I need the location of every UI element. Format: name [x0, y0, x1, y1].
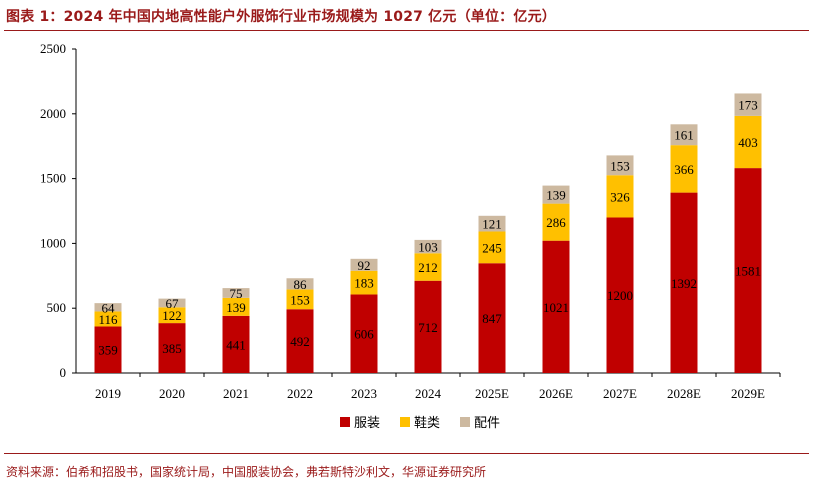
x-tick-label: 2019	[95, 386, 121, 401]
data-label: 86	[294, 277, 308, 292]
data-label: 847	[482, 311, 502, 326]
bar-segment-3	[94, 303, 122, 312]
data-label: 403	[738, 135, 758, 150]
legend-label-1: 服装	[354, 416, 380, 431]
y-tick-label: 500	[47, 300, 67, 315]
title-rule	[4, 30, 809, 31]
bar-segment-1	[542, 240, 570, 373]
source-rule	[4, 453, 809, 454]
bar-segment-3	[542, 185, 570, 204]
data-label: 173	[738, 98, 758, 113]
x-tick-label: 2020	[159, 386, 185, 401]
bar-segment-3	[734, 93, 762, 116]
data-label: 1392	[671, 276, 697, 291]
x-tick-label: 2022	[287, 386, 313, 401]
bar-segment-1	[350, 294, 378, 373]
data-label: 492	[290, 334, 310, 349]
x-tick-label: 2021	[223, 386, 249, 401]
bar-segment-2	[222, 297, 250, 316]
data-label: 122	[162, 308, 182, 323]
x-tick-label: 2024	[415, 386, 442, 401]
y-tick-label: 0	[60, 365, 67, 380]
data-label: 1581	[735, 264, 761, 279]
x-tick-label: 2028E	[667, 386, 701, 401]
bar-segment-3	[222, 288, 250, 298]
bar-segment-3	[158, 298, 186, 308]
data-label: 245	[482, 240, 502, 255]
bar-segment-2	[478, 231, 506, 264]
bar-segment-1	[670, 192, 698, 373]
data-label: 75	[230, 286, 243, 301]
bar-segment-3	[606, 155, 634, 176]
bar-segment-1	[94, 326, 122, 373]
y-tick-label: 2000	[40, 106, 66, 121]
y-tick-label: 1000	[40, 235, 66, 250]
data-label: 103	[418, 240, 438, 255]
data-label: 139	[226, 300, 246, 315]
bar-segment-1	[606, 217, 634, 373]
data-label: 153	[610, 158, 630, 173]
chart-title: 图表 1：2024 年中国内地高性能户外服饰行业市场规模为 1027 亿元（单位…	[6, 9, 556, 25]
bar-segment-2	[94, 311, 122, 327]
x-tick-label: 2029E	[731, 386, 765, 401]
data-label: 139	[546, 188, 566, 203]
bar-segment-3	[478, 215, 506, 232]
bar-segment-1	[286, 309, 314, 373]
legend-swatch-2	[400, 417, 410, 427]
data-label: 67	[166, 296, 180, 311]
bar-segment-1	[222, 315, 250, 373]
data-label: 121	[482, 217, 502, 232]
data-label: 1200	[607, 288, 633, 303]
data-label: 92	[358, 258, 371, 273]
bar-segment-2	[350, 270, 378, 295]
bar-segment-2	[734, 115, 762, 169]
bar-segment-3	[414, 239, 442, 254]
data-label: 116	[98, 312, 118, 327]
data-label: 161	[674, 128, 694, 143]
bar-segment-3	[286, 278, 314, 290]
legend-label-2: 鞋类	[414, 415, 440, 431]
bar-segment-2	[286, 289, 314, 310]
bar-segment-2	[670, 145, 698, 193]
legend-swatch-1	[340, 417, 350, 427]
bar-segment-3	[350, 258, 378, 271]
data-label: 326	[610, 189, 630, 204]
data-label: 212	[418, 260, 438, 275]
legend-swatch-3	[460, 417, 470, 427]
bar-segment-1	[478, 263, 506, 373]
bar-segment-1	[734, 168, 762, 373]
bar-segment-2	[606, 175, 634, 218]
data-label: 183	[354, 276, 374, 291]
data-label: 1021	[543, 300, 569, 315]
bar-segment-2	[414, 253, 442, 281]
x-tick-label: 2027E	[603, 386, 637, 401]
legend-label-3: 配件	[474, 416, 500, 431]
x-tick-label: 2023	[351, 386, 377, 401]
x-tick-label: 2026E	[539, 386, 573, 401]
data-label: 385	[162, 341, 182, 356]
bar-segment-1	[414, 280, 442, 373]
bar-segment-1	[158, 323, 186, 373]
data-label: 712	[418, 320, 438, 335]
y-tick-label: 2500	[40, 41, 66, 56]
data-label: 359	[98, 343, 118, 358]
data-label: 606	[354, 327, 374, 342]
y-tick-label: 1500	[40, 171, 66, 186]
data-label: 64	[102, 300, 116, 315]
data-label: 441	[226, 337, 246, 352]
bar-segment-2	[158, 307, 186, 324]
x-tick-label: 2025E	[475, 386, 509, 401]
bar-segment-3	[670, 124, 698, 146]
data-label: 366	[674, 162, 694, 177]
data-label: 153	[290, 292, 310, 307]
bar-segment-2	[542, 203, 570, 241]
data-label: 286	[546, 215, 566, 230]
source-note: 资料来源：伯希和招股书，国家统计局，中国服装协会，弗若斯特沙利文，华源证券研究所	[6, 465, 487, 479]
